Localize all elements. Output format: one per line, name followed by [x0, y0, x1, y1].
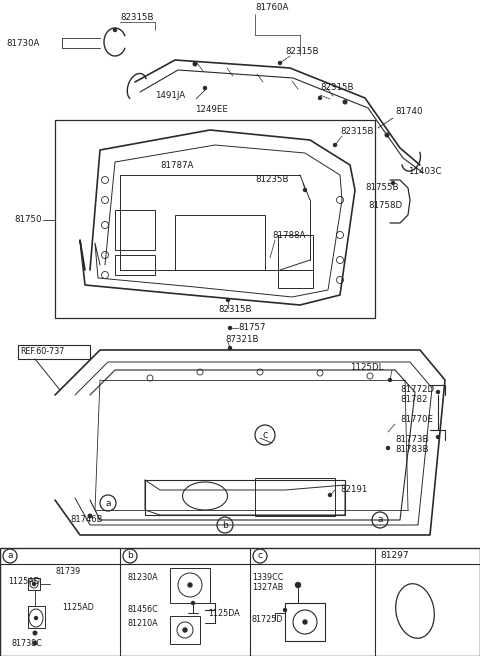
Text: 82191: 82191 — [340, 485, 367, 495]
Circle shape — [183, 628, 187, 632]
Text: 1327AB: 1327AB — [252, 583, 283, 592]
Text: a: a — [105, 499, 111, 508]
Circle shape — [228, 346, 231, 350]
Text: 1125AD: 1125AD — [8, 577, 40, 586]
Text: 81770E: 81770E — [400, 415, 433, 424]
Text: 81739: 81739 — [55, 567, 80, 575]
Text: 81760A: 81760A — [255, 3, 288, 12]
Circle shape — [296, 583, 300, 588]
Circle shape — [388, 379, 392, 382]
Circle shape — [188, 583, 192, 587]
Text: 82315B: 82315B — [120, 14, 154, 22]
Circle shape — [436, 390, 440, 394]
Text: 81740: 81740 — [395, 108, 422, 117]
Text: c: c — [257, 552, 263, 560]
Circle shape — [192, 602, 194, 604]
Text: 81788A: 81788A — [272, 230, 305, 239]
Text: 82315B: 82315B — [320, 83, 353, 92]
Bar — [285, 603, 325, 641]
Text: 81730A: 81730A — [6, 39, 39, 47]
Circle shape — [385, 133, 389, 137]
Text: 11403C: 11403C — [408, 167, 442, 176]
Text: 81773B: 81773B — [395, 436, 429, 445]
Circle shape — [343, 100, 347, 104]
Circle shape — [303, 188, 307, 192]
Text: 81235B: 81235B — [255, 176, 288, 184]
Circle shape — [386, 447, 389, 449]
Circle shape — [436, 436, 440, 438]
Bar — [115, 210, 155, 250]
Text: 1249EE: 1249EE — [195, 106, 228, 115]
Circle shape — [284, 609, 287, 611]
Text: 1491JA: 1491JA — [155, 91, 185, 100]
Bar — [255, 478, 335, 516]
Text: b: b — [127, 552, 133, 560]
Bar — [55, 120, 375, 318]
Text: 1125DL: 1125DL — [350, 363, 384, 373]
Circle shape — [35, 617, 37, 619]
Circle shape — [204, 87, 206, 89]
Circle shape — [319, 96, 322, 100]
Text: 81297: 81297 — [381, 552, 409, 560]
Circle shape — [328, 493, 332, 497]
Circle shape — [33, 631, 37, 635]
Bar — [0, 548, 480, 656]
Text: 81787A: 81787A — [160, 161, 193, 169]
Text: 81757: 81757 — [238, 323, 265, 333]
Circle shape — [33, 583, 36, 586]
Text: 82315B: 82315B — [340, 127, 373, 136]
Circle shape — [392, 182, 395, 184]
Text: REF.60-737: REF.60-737 — [20, 348, 64, 356]
Text: a: a — [377, 516, 383, 525]
Bar — [170, 568, 210, 603]
Text: 81750: 81750 — [14, 216, 41, 224]
Bar — [278, 235, 313, 270]
Circle shape — [303, 620, 307, 624]
Text: 1125AD: 1125AD — [62, 604, 94, 613]
Text: 81755B: 81755B — [365, 184, 398, 192]
Text: c: c — [262, 430, 268, 440]
Text: 81772D: 81772D — [400, 386, 434, 394]
Text: 82315B: 82315B — [285, 47, 319, 56]
Text: 81746B: 81746B — [70, 516, 103, 525]
Bar — [145, 480, 345, 515]
Text: 81456C: 81456C — [128, 605, 159, 615]
Text: 87321B: 87321B — [225, 335, 259, 344]
Text: 81210A: 81210A — [128, 619, 158, 628]
Circle shape — [88, 514, 92, 518]
Circle shape — [113, 28, 117, 31]
Bar — [18, 345, 90, 359]
Text: 1339CC: 1339CC — [252, 573, 283, 583]
Text: a: a — [7, 552, 13, 560]
Bar — [170, 616, 200, 644]
Circle shape — [193, 62, 197, 66]
Bar — [175, 215, 265, 270]
Text: 81725D: 81725D — [252, 615, 284, 625]
Bar — [278, 270, 313, 288]
Text: 81230A: 81230A — [128, 573, 158, 583]
Bar — [115, 255, 155, 275]
Text: 81782: 81782 — [400, 396, 428, 405]
Text: b: b — [222, 520, 228, 529]
Circle shape — [227, 298, 229, 302]
Text: 81738C: 81738C — [12, 638, 43, 647]
Text: 81783B: 81783B — [395, 445, 429, 455]
Circle shape — [334, 144, 336, 146]
Text: 81758D: 81758D — [368, 201, 402, 209]
Text: 1125DA: 1125DA — [208, 609, 240, 617]
Text: 82315B: 82315B — [218, 306, 252, 314]
Circle shape — [228, 327, 231, 329]
Circle shape — [278, 62, 281, 64]
Circle shape — [33, 641, 37, 645]
